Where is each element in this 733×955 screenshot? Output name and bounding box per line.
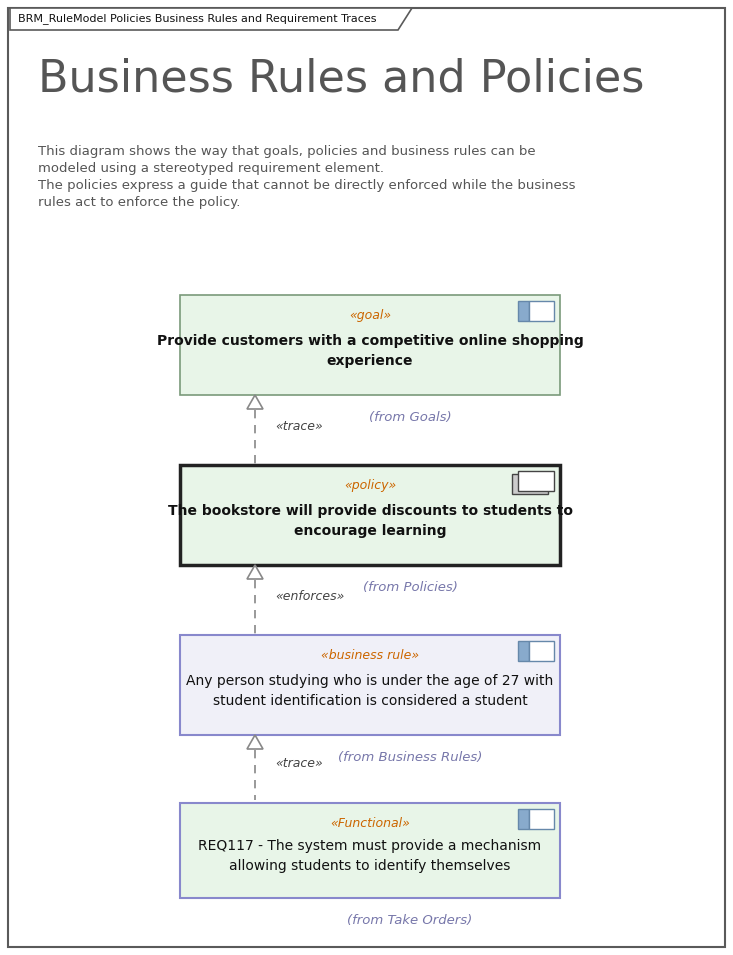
Text: Provide customers with a competitive online shopping
experience: Provide customers with a competitive onl… <box>157 334 583 368</box>
Text: «enforces»: «enforces» <box>275 589 345 603</box>
Text: (from Policies): (from Policies) <box>363 581 457 594</box>
Text: «Functional»: «Functional» <box>330 817 410 830</box>
Bar <box>518 301 528 321</box>
Text: Business Rules and Policies: Business Rules and Policies <box>38 58 644 101</box>
Text: «trace»: «trace» <box>275 757 323 770</box>
Text: (from Take Orders): (from Take Orders) <box>347 914 473 926</box>
Text: (from Business Rules): (from Business Rules) <box>338 751 482 764</box>
Text: (from Goals): (from Goals) <box>369 411 452 424</box>
Text: The policies express a guide that cannot be directly enforced while the business: The policies express a guide that cannot… <box>38 179 575 192</box>
Polygon shape <box>10 8 412 30</box>
Text: «trace»: «trace» <box>275 419 323 433</box>
Text: «policy»: «policy» <box>344 479 396 492</box>
Text: rules act to enforce the policy.: rules act to enforce the policy. <box>38 196 240 209</box>
Bar <box>180 465 560 565</box>
Text: «goal»: «goal» <box>349 309 391 322</box>
Text: REQ117 - The system must provide a mechanism
allowing students to identify thems: REQ117 - The system must provide a mecha… <box>199 839 542 873</box>
Bar <box>518 809 528 829</box>
Polygon shape <box>247 395 263 409</box>
Text: The bookstore will provide discounts to students to
encourage learning: The bookstore will provide discounts to … <box>168 504 572 538</box>
Bar <box>528 809 554 829</box>
Bar <box>528 641 554 661</box>
Bar <box>180 802 560 898</box>
Bar <box>528 301 554 321</box>
Bar <box>512 474 548 494</box>
Text: «business rule»: «business rule» <box>321 649 419 662</box>
Text: Any person studying who is under the age of 27 with
student identification is co: Any person studying who is under the age… <box>186 674 553 708</box>
Polygon shape <box>247 735 263 749</box>
Text: modeled using a stereotyped requirement element.: modeled using a stereotyped requirement … <box>38 162 384 175</box>
Bar <box>180 295 560 395</box>
Polygon shape <box>247 565 263 579</box>
Bar <box>180 635 560 735</box>
Bar <box>518 471 554 491</box>
Text: BRM_RuleModel Policies Business Rules and Requirement Traces: BRM_RuleModel Policies Business Rules an… <box>18 13 377 25</box>
Bar <box>518 641 528 661</box>
Text: This diagram shows the way that goals, policies and business rules can be: This diagram shows the way that goals, p… <box>38 145 536 158</box>
